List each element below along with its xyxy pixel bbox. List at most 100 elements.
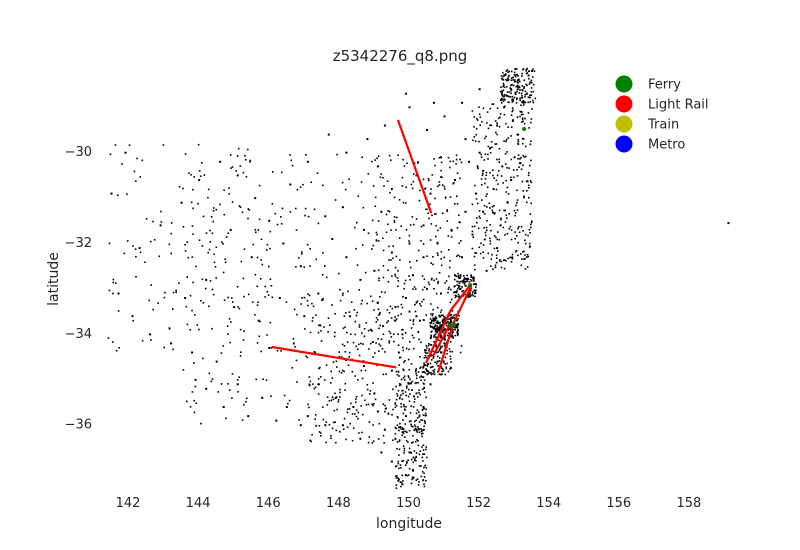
stop-point (378, 313, 381, 315)
stop-point (484, 231, 487, 234)
stop-point (184, 244, 186, 246)
stop-point (117, 194, 119, 196)
stop-point (450, 316, 452, 319)
stop-point (471, 233, 474, 236)
stop-point (387, 412, 390, 414)
stop-point (417, 331, 419, 334)
stop-point (497, 183, 499, 185)
stop-point (257, 301, 259, 304)
stop-point (297, 257, 300, 259)
stop-point (269, 230, 272, 233)
stop-point (523, 195, 525, 197)
stop-point (450, 334, 453, 336)
stop-point (400, 394, 402, 396)
stop-point (396, 277, 399, 279)
stop-point (436, 351, 438, 354)
stop-point (254, 197, 257, 200)
stop-point (442, 368, 444, 370)
stop-point (448, 275, 450, 278)
stop-point (371, 403, 373, 406)
stop-point (489, 147, 492, 150)
stop-point (441, 184, 444, 186)
stop-point (389, 305, 392, 308)
stop-point (425, 414, 427, 417)
stop-point (192, 281, 194, 284)
stop-point (400, 485, 402, 488)
stop-point (128, 144, 131, 146)
stop-point (424, 354, 427, 357)
stop-point (197, 202, 199, 205)
stop-point (367, 173, 370, 175)
stop-point (314, 418, 316, 420)
stop-point (483, 213, 486, 215)
stop-point (459, 280, 461, 283)
stop-point (509, 225, 512, 228)
stop-point (175, 289, 177, 292)
stop-point (421, 419, 423, 421)
stop-point (394, 426, 397, 429)
stop-point (358, 326, 361, 328)
stop-point (433, 288, 435, 290)
stop-point (361, 299, 363, 302)
stop-point (498, 158, 500, 161)
stop-point (118, 347, 120, 349)
stop-point (404, 415, 407, 418)
stop-point (283, 394, 286, 397)
stop-point (507, 137, 510, 139)
stop-point (367, 329, 370, 332)
stop-point (430, 188, 432, 190)
stop-point (321, 274, 324, 276)
stop-point (211, 378, 214, 380)
stop-point (483, 159, 486, 161)
stop-point (444, 337, 446, 340)
stop-point (440, 161, 443, 164)
stop-point (362, 343, 364, 345)
stop-point (397, 285, 399, 288)
stop-point (474, 252, 476, 254)
stop-point (510, 89, 513, 92)
stop-point (474, 295, 476, 298)
stop-point (268, 265, 270, 268)
stop-point (377, 338, 379, 340)
stop-point (455, 325, 458, 328)
stop-point (512, 76, 514, 79)
stop-point (407, 375, 410, 377)
stop-point (443, 256, 445, 259)
stop-point (471, 247, 474, 250)
stop-point (426, 352, 429, 354)
stop-point (435, 344, 437, 347)
stop-point (435, 292, 438, 295)
stop-point (503, 95, 506, 98)
stop-point (417, 249, 420, 252)
stop-point (243, 330, 245, 332)
stop-point (211, 288, 214, 291)
stop-point (276, 349, 279, 352)
stop-point (376, 364, 378, 367)
stop-point (357, 195, 360, 197)
stop-point (383, 428, 386, 431)
stop-point (387, 280, 390, 283)
stop-point (457, 318, 459, 320)
stop-point (523, 79, 525, 82)
stop-point (425, 352, 427, 354)
stop-point (518, 92, 521, 94)
stop-point (410, 363, 413, 365)
stop-point (452, 331, 454, 333)
stop-point (528, 228, 531, 231)
stop-point (392, 257, 394, 260)
stop-point (415, 479, 418, 481)
stop-point (432, 357, 435, 359)
stop-point (347, 290, 349, 293)
stop-point (496, 174, 499, 177)
stop-point (249, 159, 252, 162)
stop-point (372, 382, 374, 384)
stop-point (444, 282, 446, 284)
stop-point (480, 242, 482, 245)
stop-point (459, 158, 461, 161)
stop-point (302, 183, 304, 186)
stop-point (417, 161, 419, 163)
stop-point (403, 449, 406, 452)
stop-point (244, 155, 246, 157)
stop-point (396, 393, 398, 395)
stop-point (450, 361, 452, 363)
